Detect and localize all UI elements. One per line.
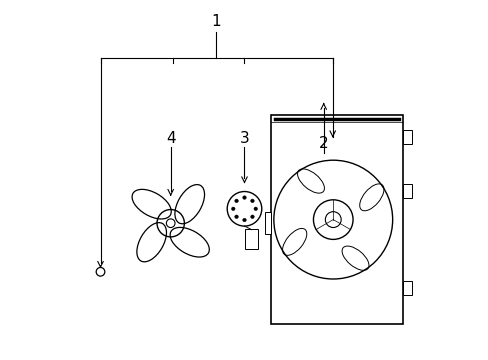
FancyBboxPatch shape: [402, 281, 411, 295]
Circle shape: [231, 207, 235, 211]
FancyBboxPatch shape: [402, 130, 411, 144]
Text: 3: 3: [239, 131, 249, 146]
Text: 1: 1: [210, 14, 220, 29]
Circle shape: [250, 215, 254, 219]
FancyBboxPatch shape: [264, 212, 271, 234]
FancyBboxPatch shape: [271, 115, 402, 324]
Circle shape: [234, 199, 238, 203]
Circle shape: [250, 199, 254, 203]
Text: 4: 4: [165, 131, 175, 146]
Text: 2: 2: [318, 136, 328, 151]
FancyBboxPatch shape: [402, 184, 411, 198]
Circle shape: [253, 207, 257, 211]
FancyBboxPatch shape: [244, 229, 258, 249]
Circle shape: [242, 196, 246, 199]
Circle shape: [234, 215, 238, 219]
Circle shape: [242, 218, 246, 222]
